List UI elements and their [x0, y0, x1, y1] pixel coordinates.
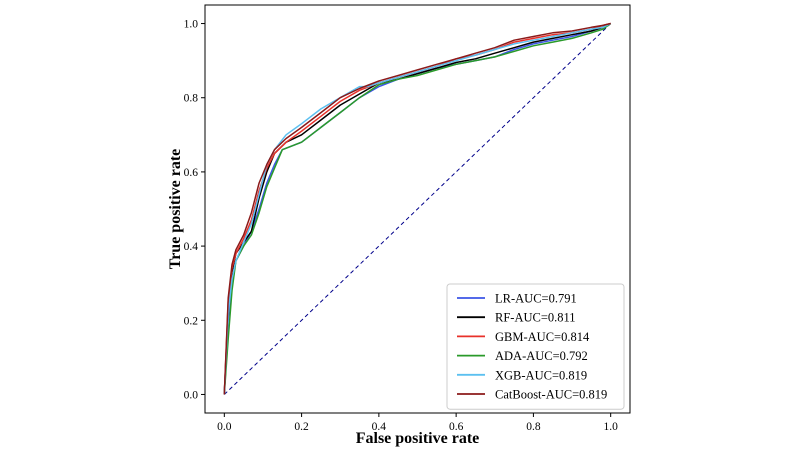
y-tick-label: 1.0 [184, 19, 199, 31]
legend-label: ADA-AUC=0.792 [495, 349, 588, 363]
tick-group: 0.0 0.2 0.4 0.6 0.8 1.0 0.0 0.2 0.4 0.6 0.8 1.0 [184, 19, 618, 433]
plot-border [204, 4, 631, 414]
roc-line-ada [223, 22, 612, 395]
x-tick-label: 1.0 [603, 421, 618, 433]
chance-diagonal-line [223, 23, 612, 395]
x-tick-label: 0.6 [449, 421, 464, 433]
legend: LR-AUC=0.791 RF-AUC=0.811 GBM-AUC=0.814 ADA… [446, 283, 625, 410]
y-tick-label: 0.0 [184, 389, 199, 401]
x-tick-label: 0.2 [294, 421, 309, 433]
legend-box [446, 283, 625, 410]
x-tick-label: 0.4 [372, 421, 387, 433]
legend-label: RF-AUC=0.811 [495, 311, 576, 325]
roc-line-catboost [223, 22, 611, 395]
series-lines [223, 22, 612, 395]
legend-label: XGB-AUC=0.819 [495, 368, 587, 382]
y-tick-label: 0.8 [184, 93, 199, 105]
legend-label: GBM-AUC=0.814 [495, 330, 590, 344]
y-tick-label: 0.6 [184, 167, 199, 179]
legend-label: LR-AUC=0.791 [495, 292, 577, 306]
x-axis-title: False positive rate [356, 430, 480, 447]
axes-frame [204, 4, 631, 414]
y-tick-label: 0.4 [184, 241, 199, 253]
roc-line-lr [223, 22, 612, 395]
x-tick-label: 0.8 [526, 421, 541, 433]
x-tick-label: 0.0 [217, 421, 232, 433]
legend-label: CatBoost-AUC=0.819 [495, 388, 607, 402]
roc-line-xgb [223, 22, 612, 395]
roc-line-rf [223, 22, 612, 395]
y-tick-label: 0.2 [184, 315, 199, 327]
y-axis-title: True positive rate [167, 149, 184, 270]
